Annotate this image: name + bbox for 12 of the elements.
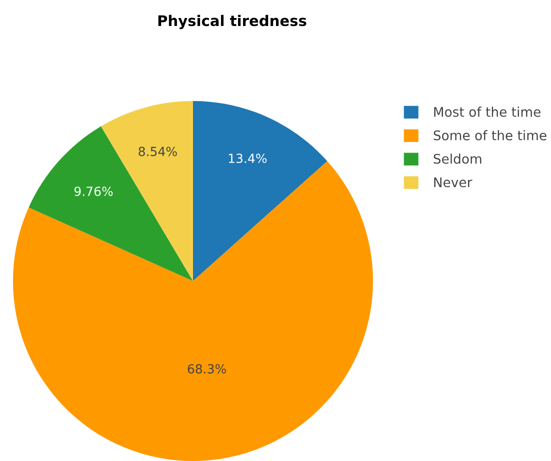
legend-label: Most of the time (434, 106, 540, 117)
data-label: 9.76% (74, 186, 113, 196)
pie-slice (13, 161, 373, 461)
legend-label: Seldom (434, 154, 482, 164)
chart-title: Physical tiredness (158, 14, 306, 30)
legend-label: Never (434, 177, 472, 188)
data-label: 68.3% (188, 364, 226, 374)
pie-slice (28, 126, 193, 281)
data-label: 8.54% (138, 146, 177, 156)
legend-label: Some of the time (434, 130, 546, 140)
data-label: 13.4% (228, 154, 267, 164)
pie-slice (193, 101, 328, 281)
